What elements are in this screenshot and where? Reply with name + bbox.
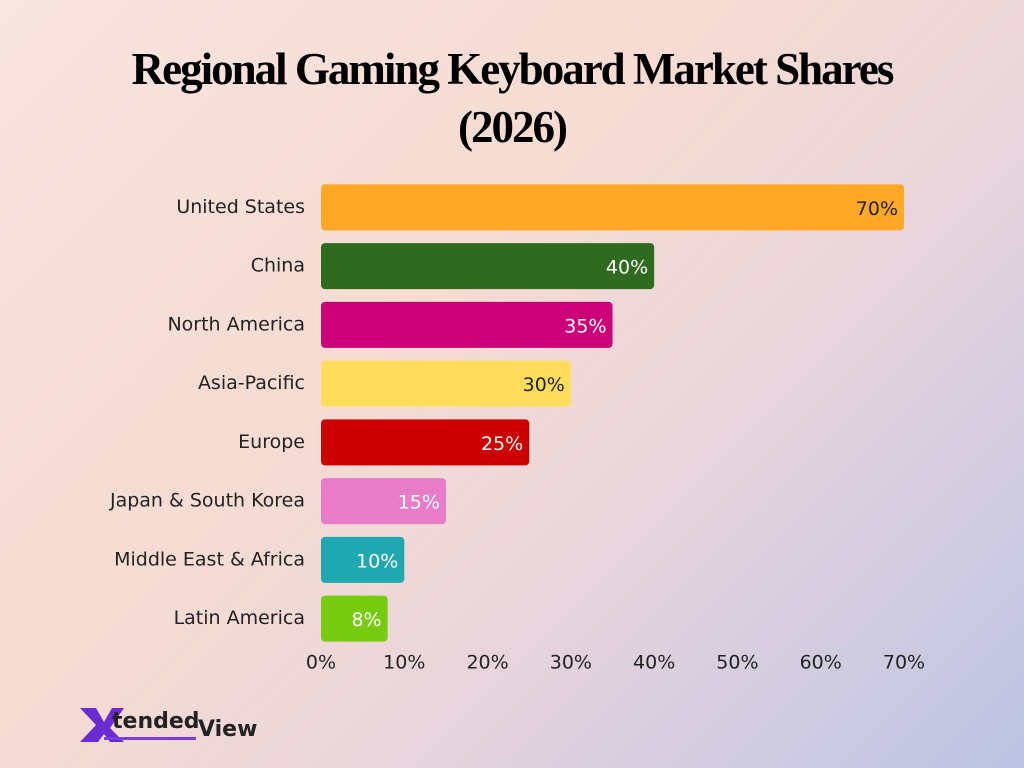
y-tick-label: China — [251, 255, 305, 277]
bar — [321, 419, 530, 466]
bar — [321, 184, 904, 231]
logo-suffix: View — [198, 717, 257, 742]
bar — [321, 478, 446, 525]
y-tick-label: Asia-Pacific — [198, 372, 305, 394]
y-tick-label: Europe — [238, 431, 305, 453]
value-label: 70% — [856, 198, 898, 220]
x-tick-label: 50% — [716, 652, 758, 674]
bar — [321, 360, 571, 407]
y-tick-label: North America — [167, 313, 305, 335]
logo-mark — [80, 708, 124, 742]
y-tick-label: Latin America — [174, 607, 305, 629]
value-label: 8% — [351, 609, 381, 631]
value-label: 40% — [606, 257, 648, 279]
x-tick-label: 30% — [550, 652, 592, 674]
value-label: 25% — [481, 433, 523, 455]
bar — [321, 301, 613, 348]
value-label: 30% — [523, 374, 565, 396]
x-tick-label: 70% — [883, 652, 925, 674]
y-tick-label: United States — [176, 196, 305, 218]
logo-underline — [104, 737, 196, 740]
value-label: 10% — [356, 550, 398, 572]
y-tick-label: Middle East & Africa — [114, 548, 305, 570]
bar — [321, 595, 388, 642]
value-label: 35% — [564, 315, 606, 337]
x-tick-label: 60% — [800, 652, 842, 674]
x-tick-label: 10% — [383, 652, 425, 674]
x-tick-label: 20% — [466, 652, 508, 674]
value-label: 15% — [398, 492, 440, 514]
y-tick-label: Japan & South Korea — [109, 490, 305, 512]
logo-name: tended — [112, 709, 200, 734]
bar — [321, 243, 655, 290]
x-tick-label: 0% — [306, 652, 336, 674]
chart-title: Regional Gaming Keyboard Market Shares (… — [131, 44, 895, 152]
x-tick-label: 40% — [633, 652, 675, 674]
logo-letter: X — [80, 725, 81, 727]
bar — [321, 536, 405, 583]
